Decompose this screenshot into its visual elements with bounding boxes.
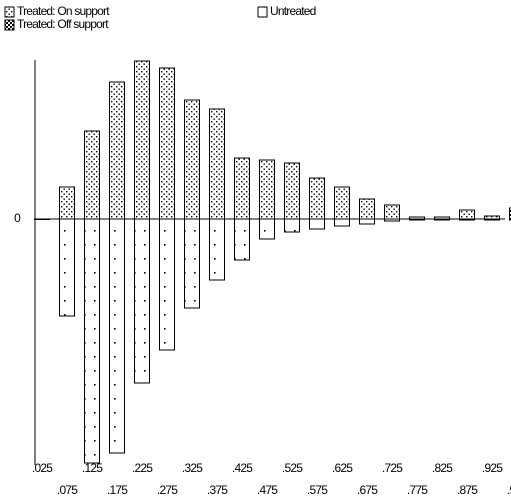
bar bbox=[184, 218, 200, 309]
x-tick-label: .525 bbox=[282, 461, 303, 475]
bar bbox=[459, 218, 475, 221]
bar bbox=[334, 218, 350, 227]
x-tick-label: .925 bbox=[482, 461, 503, 475]
bar bbox=[409, 218, 425, 221]
bar bbox=[84, 218, 100, 464]
x-tick-label: .375 bbox=[207, 483, 228, 497]
bar bbox=[109, 81, 125, 220]
legend-label: Treated: On support bbox=[17, 4, 110, 18]
bar bbox=[259, 159, 275, 220]
bar bbox=[359, 218, 375, 225]
x-tick-label: .125 bbox=[82, 461, 103, 475]
x-tick-label: .725 bbox=[382, 461, 403, 475]
bar bbox=[84, 130, 100, 220]
x-tick-label: .225 bbox=[132, 461, 153, 475]
legend-label: Untreated bbox=[270, 4, 316, 18]
legend-swatch bbox=[4, 6, 15, 18]
x-tick-label: .975 bbox=[507, 483, 511, 497]
legend-label: Treated: Off support bbox=[17, 17, 109, 31]
legend-swatch bbox=[257, 6, 268, 18]
bar bbox=[334, 186, 350, 220]
bar bbox=[159, 218, 175, 351]
bar bbox=[284, 218, 300, 233]
bar bbox=[59, 186, 75, 220]
y-tick-label: 0 bbox=[14, 211, 21, 225]
bar bbox=[59, 218, 75, 317]
x-tick-label: .825 bbox=[432, 461, 453, 475]
bar bbox=[259, 218, 275, 240]
x-tick-label: .275 bbox=[157, 483, 178, 497]
x-tick-label: .675 bbox=[357, 483, 378, 497]
x-tick-label: .875 bbox=[457, 483, 478, 497]
bar bbox=[134, 60, 150, 220]
x-tick-label: .475 bbox=[257, 483, 278, 497]
bar bbox=[509, 207, 511, 220]
x-tick-label: .775 bbox=[407, 483, 428, 497]
bar bbox=[509, 218, 511, 221]
x-tick-label: .325 bbox=[182, 461, 203, 475]
x-tick-label: .025 bbox=[32, 461, 53, 475]
x-tick-label: .075 bbox=[57, 483, 78, 497]
bar bbox=[109, 218, 125, 454]
bar bbox=[459, 209, 475, 220]
bar bbox=[209, 108, 225, 220]
bar bbox=[309, 218, 325, 230]
bar bbox=[234, 218, 250, 261]
x-tick-label: .625 bbox=[332, 461, 353, 475]
bar bbox=[384, 218, 400, 222]
bar bbox=[434, 218, 450, 221]
bar bbox=[484, 218, 500, 221]
legend-swatch bbox=[4, 19, 15, 31]
bar bbox=[309, 177, 325, 220]
bar bbox=[134, 218, 150, 384]
bar bbox=[284, 162, 300, 220]
bar bbox=[384, 204, 400, 220]
x-tick-label: .425 bbox=[232, 461, 253, 475]
x-tick-label: .575 bbox=[307, 483, 328, 497]
x-tick-label: .175 bbox=[107, 483, 128, 497]
bar bbox=[159, 67, 175, 220]
bar bbox=[184, 99, 200, 220]
bar bbox=[359, 198, 375, 220]
bar bbox=[234, 157, 250, 220]
bar bbox=[34, 218, 50, 220]
bar bbox=[209, 218, 225, 281]
